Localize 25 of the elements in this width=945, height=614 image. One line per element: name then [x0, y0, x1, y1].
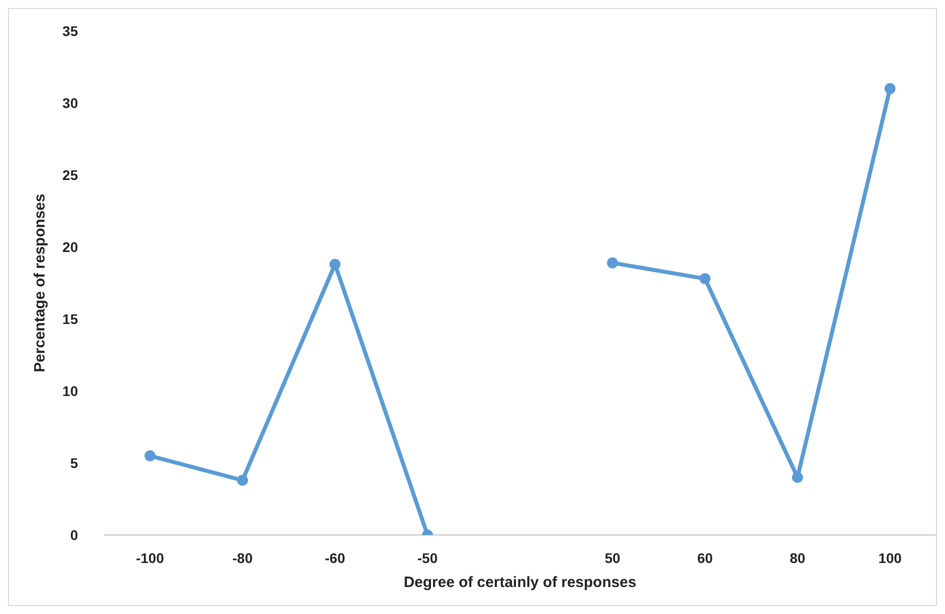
y-tick-label: 15	[62, 310, 78, 327]
point	[700, 273, 710, 284]
y-tick-label: 35	[62, 22, 78, 39]
x-tick-label: -100	[136, 550, 164, 566]
x-tick-label: -50	[417, 550, 438, 566]
y-tick-label: 25	[62, 166, 78, 183]
y-tick-label: 5	[70, 454, 78, 471]
point	[607, 257, 618, 268]
x-tick-label: -80	[232, 550, 253, 566]
x-tick-label: 60	[697, 550, 713, 566]
y-tick-label: 30	[62, 94, 78, 111]
x-tick-label: 80	[790, 550, 806, 566]
point	[330, 258, 340, 270]
point	[792, 472, 803, 483]
point	[884, 83, 896, 94]
y-axis-title: Percentage of responses	[31, 194, 48, 372]
y-tick-label: 20	[62, 238, 78, 255]
x-tick-label: -60	[324, 550, 346, 566]
x-axis-title: Degree of certainly of responses	[404, 574, 636, 591]
y-tick-label: 10	[62, 382, 78, 399]
y-tick-label: 0	[70, 526, 78, 543]
point	[144, 450, 156, 462]
point	[237, 474, 248, 486]
x-tick-label: 100	[878, 550, 902, 566]
x-tick-label: 50	[604, 550, 620, 566]
